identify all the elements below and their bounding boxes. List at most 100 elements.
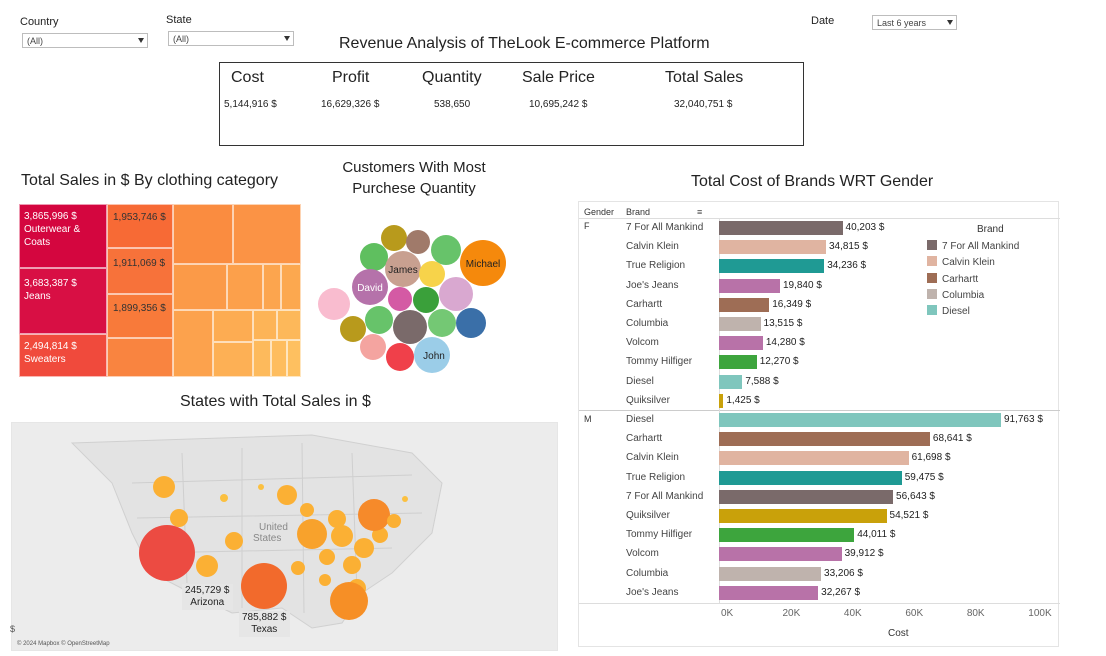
treemap-cell[interactable] [213,342,253,377]
state-bubble-florida[interactable] [330,582,368,620]
brand-cost-bar[interactable] [719,489,894,504]
brand-cost-bar[interactable] [719,374,743,389]
customer-bubble[interactable] [456,308,486,338]
treemap-cell[interactable] [173,264,227,310]
brand-cost-bar[interactable] [719,470,902,485]
customer-bubble[interactable] [340,316,366,342]
state-bubble[interactable] [291,561,305,575]
treemap-cell[interactable] [107,338,173,377]
country-filter-dropdown[interactable]: (All) [22,33,148,48]
treemap-cell[interactable] [287,340,301,377]
treemap-label-value: 1,953,746 $ [113,212,166,223]
brand-cost-bar[interactable] [719,432,930,447]
brand-cost-bar[interactable] [719,566,822,581]
brand-cost-bar[interactable] [719,585,819,600]
customer-bubble[interactable] [431,235,461,265]
state-filter-dropdown[interactable]: (All) [168,31,294,46]
treemap-cell[interactable] [173,310,213,377]
state-bubble-california[interactable] [139,525,195,581]
legend-item[interactable]: Columbia [927,288,984,301]
states-sales-map[interactable]: United States 245,729 $ Arizona 785,882 … [11,422,558,651]
state-bubble[interactable] [328,510,346,528]
state-bubble[interactable] [220,494,228,502]
treemap-cell[interactable] [271,340,287,377]
treemap-cell[interactable] [227,264,263,310]
customer-bubble[interactable] [406,230,430,254]
state-bubble[interactable] [319,574,331,586]
treemap-cell[interactable] [253,340,271,377]
customer-bubble-james[interactable] [385,251,421,287]
state-bubble[interactable] [319,549,335,565]
x-axis-tick: 80K [966,608,985,619]
brand-cost-bar[interactable] [719,509,887,523]
treemap-cell[interactable] [233,204,301,264]
customer-bubble[interactable] [393,310,427,344]
legend-item[interactable]: Calvin Klein [927,256,995,268]
brand-cost-bar[interactable] [719,317,761,331]
state-bubble[interactable] [343,556,361,574]
brand-cost-bar[interactable] [719,240,826,255]
gender-m-label: M [584,414,592,424]
state-bubble[interactable] [277,485,297,505]
legend-item[interactable]: 7 For All Mankind [927,240,1019,252]
treemap-cell[interactable] [107,204,173,248]
brand-cost-bar[interactable] [719,278,780,293]
state-bubble[interactable] [358,499,390,531]
customer-bubble[interactable] [360,334,386,360]
customer-bubble[interactable] [413,287,439,313]
customer-bubble[interactable] [428,309,456,337]
customer-bubble[interactable] [360,243,388,271]
state-bubble[interactable] [153,476,175,498]
state-bubble[interactable] [402,496,408,502]
treemap-cell[interactable] [277,310,301,340]
customer-bubble[interactable] [388,287,412,311]
state-bubble-texas[interactable] [241,563,287,609]
customer-bubble[interactable] [318,288,350,320]
state-bubble[interactable] [354,538,374,558]
brand-cost-bar[interactable] [719,336,763,351]
treemap-cell[interactable] [107,294,173,338]
legend-item-label: 7 For All Mankind [942,241,1020,252]
brand-cost-bar[interactable] [719,393,724,408]
treemap-cell[interactable] [107,248,173,294]
map-title: States with Total Sales in $ [180,393,371,410]
legend-item[interactable]: Diesel [927,305,970,317]
treemap-cell[interactable] [253,310,277,340]
state-bubble[interactable] [258,484,264,490]
customer-bubble[interactable] [381,225,407,251]
customer-bubble[interactable] [419,261,445,287]
state-bubble[interactable] [372,527,388,543]
treemap-cell-sweaters[interactable] [19,334,107,377]
customer-bubble-john[interactable] [414,337,450,373]
customer-bubble[interactable] [439,277,473,311]
customer-bubble[interactable] [365,306,393,334]
brand-cost-bar[interactable] [719,528,855,543]
state-bubble-arizona[interactable] [196,555,218,577]
treemap-cell-jeans[interactable] [19,268,107,334]
state-bubble[interactable] [331,525,353,547]
state-bubble[interactable] [387,514,401,528]
brand-cost-bar[interactable] [719,451,909,466]
brand-cost-bar[interactable] [719,259,825,274]
kpi-sale-price-value: 10,695,242 $ [529,99,588,110]
treemap-cell[interactable] [173,204,233,264]
customer-bubble[interactable] [386,343,414,371]
treemap-cell[interactable] [213,310,253,342]
treemap-cell-outerwear[interactable] [19,204,107,268]
brand-cost-bar[interactable] [719,297,770,312]
date-filter-dropdown[interactable]: Last 6 years [872,15,957,30]
brand-cost-bar[interactable] [719,221,843,235]
treemap-cell[interactable] [263,264,281,310]
sort-icon[interactable]: ≡ [697,207,703,217]
state-bubble[interactable] [170,509,188,527]
customer-bubble-david[interactable] [352,269,388,305]
brand-cost-bar[interactable] [719,355,757,370]
brand-cost-bar[interactable] [719,413,1001,427]
legend-item[interactable]: Carhartt [927,272,978,285]
treemap-cell[interactable] [281,264,301,310]
brand-cost-bar[interactable] [719,547,842,562]
state-bubble[interactable] [297,519,327,549]
state-bubble[interactable] [225,532,243,550]
state-bubble[interactable] [300,503,314,517]
customer-bubble-michael[interactable] [460,240,506,286]
